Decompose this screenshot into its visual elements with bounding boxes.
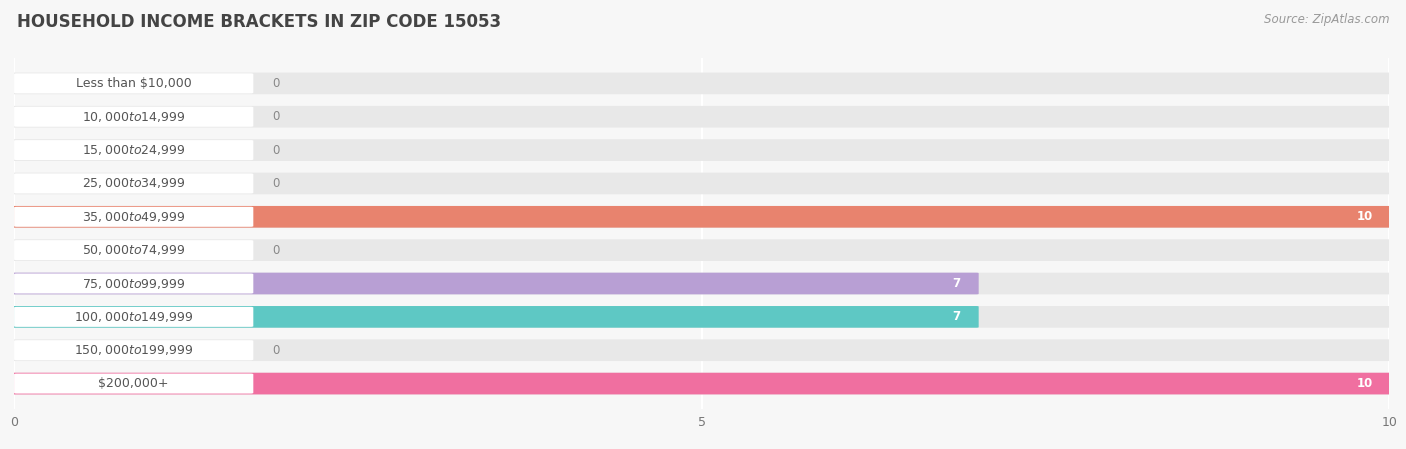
FancyBboxPatch shape	[13, 106, 1391, 128]
Text: $35,000 to $49,999: $35,000 to $49,999	[82, 210, 186, 224]
FancyBboxPatch shape	[13, 306, 979, 328]
FancyBboxPatch shape	[13, 273, 1391, 295]
Text: 0: 0	[273, 177, 280, 190]
FancyBboxPatch shape	[13, 139, 1391, 161]
Text: Source: ZipAtlas.com: Source: ZipAtlas.com	[1264, 13, 1389, 26]
FancyBboxPatch shape	[13, 306, 1391, 328]
FancyBboxPatch shape	[13, 73, 1391, 94]
FancyBboxPatch shape	[14, 140, 253, 160]
Text: 0: 0	[273, 244, 280, 257]
Text: 7: 7	[952, 277, 960, 290]
Text: 7: 7	[952, 310, 960, 323]
Text: 0: 0	[273, 77, 280, 90]
FancyBboxPatch shape	[13, 239, 1391, 261]
Text: HOUSEHOLD INCOME BRACKETS IN ZIP CODE 15053: HOUSEHOLD INCOME BRACKETS IN ZIP CODE 15…	[17, 13, 501, 31]
Text: $25,000 to $34,999: $25,000 to $34,999	[82, 176, 186, 190]
Text: $15,000 to $24,999: $15,000 to $24,999	[82, 143, 186, 157]
FancyBboxPatch shape	[13, 172, 1391, 194]
FancyBboxPatch shape	[13, 339, 1391, 361]
FancyBboxPatch shape	[14, 340, 253, 360]
Text: 10: 10	[1357, 210, 1372, 223]
Text: Less than $10,000: Less than $10,000	[76, 77, 191, 90]
Text: $50,000 to $74,999: $50,000 to $74,999	[82, 243, 186, 257]
FancyBboxPatch shape	[13, 273, 979, 295]
Text: $200,000+: $200,000+	[98, 377, 169, 390]
FancyBboxPatch shape	[14, 107, 253, 127]
FancyBboxPatch shape	[14, 73, 253, 93]
Text: $150,000 to $199,999: $150,000 to $199,999	[75, 343, 194, 357]
FancyBboxPatch shape	[14, 374, 253, 394]
FancyBboxPatch shape	[13, 373, 1391, 394]
FancyBboxPatch shape	[13, 206, 1391, 228]
Text: $75,000 to $99,999: $75,000 to $99,999	[82, 277, 186, 291]
FancyBboxPatch shape	[14, 273, 253, 294]
FancyBboxPatch shape	[14, 207, 253, 227]
Text: $100,000 to $149,999: $100,000 to $149,999	[75, 310, 194, 324]
Text: 10: 10	[1357, 377, 1372, 390]
Text: 0: 0	[273, 144, 280, 157]
Text: 0: 0	[273, 110, 280, 123]
Text: $10,000 to $14,999: $10,000 to $14,999	[82, 110, 186, 124]
FancyBboxPatch shape	[14, 240, 253, 260]
FancyBboxPatch shape	[14, 173, 253, 194]
FancyBboxPatch shape	[13, 206, 1391, 228]
FancyBboxPatch shape	[13, 373, 1391, 394]
Text: 0: 0	[273, 344, 280, 357]
FancyBboxPatch shape	[14, 307, 253, 327]
